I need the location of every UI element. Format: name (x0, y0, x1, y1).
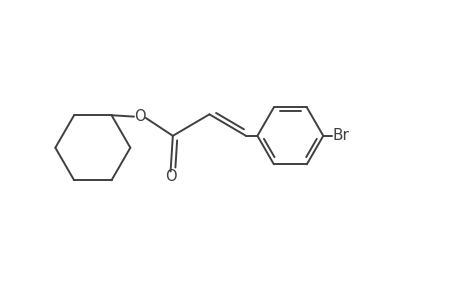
Text: O: O (164, 169, 176, 184)
Text: O: O (134, 109, 146, 124)
Text: Br: Br (332, 128, 349, 143)
